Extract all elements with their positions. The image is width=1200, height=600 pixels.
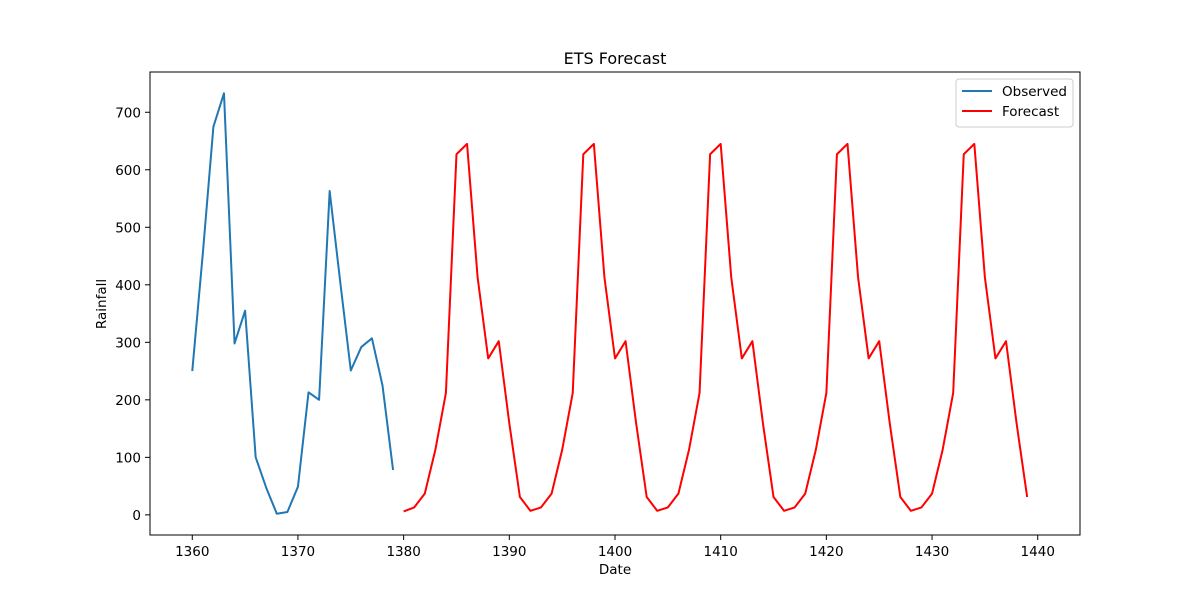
x-tick-label: 1430 (915, 544, 949, 560)
y-tick-label: 600 (115, 163, 141, 179)
y-tick-label: 400 (115, 278, 141, 294)
x-tick-label: 1440 (1021, 544, 1055, 560)
x-axis: 1360 1370 1380 1390 1400 1410 1420 1430 1440 (175, 535, 1055, 560)
y-tick-label: 500 (115, 220, 141, 236)
y-tick-label: 100 (115, 450, 141, 466)
y-tick-label: 200 (115, 393, 141, 409)
x-tick-label: 1390 (492, 544, 526, 560)
x-tick-label: 1360 (175, 544, 209, 560)
plot-frame (149, 71, 1081, 536)
y-tick-label: 300 (115, 335, 141, 351)
y-tick-label: 0 (132, 508, 141, 524)
y-axis-label: Rainfall (94, 279, 110, 329)
series-line-observed (191, 92, 395, 515)
legend: Observed Forecast (955, 78, 1074, 128)
x-tick-label: 1400 (598, 544, 632, 560)
plot-lines (191, 92, 1029, 515)
x-tick-label: 1420 (809, 544, 843, 560)
y-axis: 0 100 200 300 400 500 600 700 (115, 105, 150, 524)
chart-title: ETS Forecast (564, 49, 667, 68)
x-tick-label: 1410 (704, 544, 738, 560)
series-line-forecast (403, 142, 1029, 513)
x-tick-label: 1370 (281, 544, 315, 560)
x-tick-label: 1380 (386, 544, 420, 560)
legend-label-forecast: Forecast (1002, 104, 1059, 120)
y-tick-label: 700 (115, 105, 141, 121)
x-axis-label: Date (599, 562, 631, 578)
legend-label-observed: Observed (1002, 84, 1067, 100)
